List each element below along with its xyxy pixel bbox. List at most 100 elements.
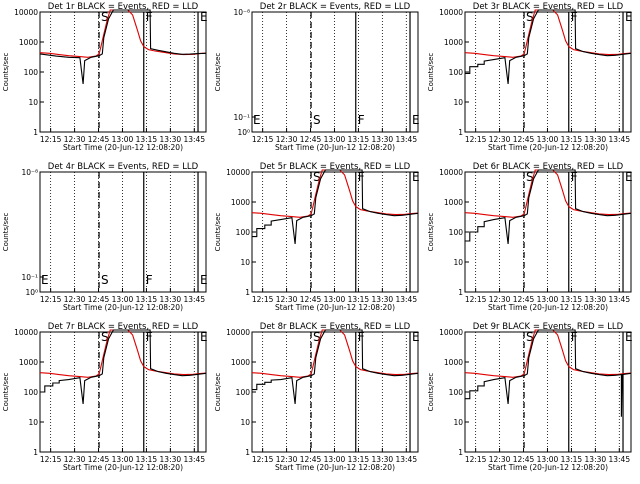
marker-label-s: S [101, 273, 109, 287]
x-axis-label: Start Time (20-Jun-12 12:08:20) [63, 143, 183, 152]
y-tick-label: 10000 [14, 328, 38, 337]
series-events-line [465, 329, 632, 417]
marker-label-s: S [526, 170, 534, 184]
x-tick-label: 12:30 [276, 295, 298, 304]
marker-label-e: E [200, 273, 208, 287]
y-tick-label: 100 [449, 68, 464, 77]
y-tick-label: 1000 [444, 198, 463, 207]
y-tick-label: 10⁻⁸ [21, 168, 38, 177]
panel-title: Det 7r BLACK = Events, RED = LLD [48, 322, 199, 332]
series-events-line [252, 329, 419, 404]
x-tick-label: 12:45 [88, 295, 110, 304]
marker-label-e: E [625, 170, 633, 184]
x-axis-label: Start Time (20-Jun-12 12:08:20) [63, 463, 183, 472]
marker-label-e: E [412, 170, 420, 184]
x-tick-label: 13:45 [395, 295, 417, 304]
x-tick-label: 12:30 [64, 455, 86, 464]
plot-frame [464, 331, 632, 453]
plot-frame [464, 171, 632, 293]
series-events-line [40, 329, 207, 404]
marker-label-e: E [412, 113, 420, 127]
y-axis-label: Counts/sec [427, 213, 435, 252]
x-tick-label: 13:00 [537, 455, 559, 464]
x-tick-label: 13:15 [136, 295, 158, 304]
marker-label-f: F [146, 330, 153, 344]
y-tick-label: 10⁻⁸ [233, 8, 250, 17]
y-tick-label: 10 [453, 98, 463, 107]
x-tick-label: 12:30 [64, 295, 86, 304]
x-axis-label: Start Time (20-Jun-12 12:08:20) [488, 143, 608, 152]
y-tick-label: 1000 [231, 198, 250, 207]
y-tick-label: 10⁻¹ [233, 113, 250, 122]
marker-label-f: F [358, 170, 365, 184]
x-tick-label: 13:00 [537, 135, 559, 144]
y-tick-label: 100 [24, 388, 39, 397]
x-tick-label: 12:45 [300, 135, 322, 144]
y-axis-label: Counts/sec [2, 53, 10, 92]
y-tick-label: 10000 [226, 168, 250, 177]
series-lld-line [464, 329, 632, 378]
x-tick-label: 13:00 [324, 295, 346, 304]
marker-label-s: S [313, 113, 321, 127]
y-axis-label: Counts/sec [427, 373, 435, 412]
series-lld-line [251, 329, 419, 378]
x-tick-label: 13:15 [561, 455, 583, 464]
x-tick-label: 13:45 [183, 295, 205, 304]
marker-label-e: E [625, 10, 633, 24]
x-tick-label: 13:15 [561, 135, 583, 144]
plot-frame [251, 11, 419, 133]
marker-label-e: E [200, 10, 208, 24]
x-tick-label: 12:15 [40, 135, 62, 144]
x-tick-label: 12:30 [64, 135, 86, 144]
x-tick-label: 13:30 [585, 135, 607, 144]
x-tick-label: 12:30 [276, 135, 298, 144]
marker-label-s: S [101, 10, 109, 24]
marker-label-f: F [571, 330, 578, 344]
y-tick-label: 1 [245, 448, 250, 457]
y-tick-label: 100 [236, 228, 251, 237]
x-tick-label: 13:45 [608, 295, 630, 304]
y-axis-label: Counts/sec [214, 53, 222, 92]
x-tick-label: 13:45 [395, 135, 417, 144]
panel-title: Det 6r BLACK = Events, RED = LLD [473, 162, 624, 172]
panel-title: Det 8r BLACK = Events, RED = LLD [260, 322, 411, 332]
x-tick-label: 12:15 [252, 455, 274, 464]
y-tick-label: 10 [240, 258, 250, 267]
series-lld-line [251, 169, 419, 218]
x-tick-label: 12:15 [252, 295, 274, 304]
x-tick-label: 13:30 [372, 455, 394, 464]
x-tick-label: 12:15 [40, 295, 62, 304]
marker-label-left: E [41, 273, 49, 287]
plot-frame [464, 11, 632, 133]
x-tick-label: 13:30 [585, 455, 607, 464]
x-tick-label: 13:00 [324, 455, 346, 464]
marker-label-s: S [526, 330, 534, 344]
y-axis-label: Counts/sec [2, 213, 10, 252]
x-tick-label: 12:15 [465, 295, 487, 304]
panel-6: Det 6r BLACK = Events, RED = LLD 12:15 12:… [427, 162, 633, 312]
y-tick-label: 100 [449, 388, 464, 397]
x-tick-label: 13:15 [561, 295, 583, 304]
x-tick-label: 12:15 [465, 135, 487, 144]
x-tick-label: 12:30 [489, 295, 511, 304]
plot-frame [251, 171, 419, 293]
x-tick-label: 12:45 [513, 455, 535, 464]
series-events-line [39, 9, 207, 84]
x-tick-label: 13:00 [112, 135, 134, 144]
x-tick-label: 13:45 [608, 455, 630, 464]
marker-label-e: E [412, 330, 420, 344]
marker-label-e: E [200, 330, 208, 344]
plot-frame [39, 331, 207, 453]
y-tick-label: 10⁻¹ [21, 273, 38, 282]
marker-label-f: F [358, 113, 365, 127]
y-tick-label: 1000 [231, 358, 250, 367]
y-tick-label: 10 [453, 258, 463, 267]
x-tick-label: 13:30 [160, 295, 182, 304]
plot-frame [39, 171, 207, 293]
y-tick-label: 10 [28, 418, 38, 427]
y-tick-label: 10⁰ [237, 128, 250, 137]
